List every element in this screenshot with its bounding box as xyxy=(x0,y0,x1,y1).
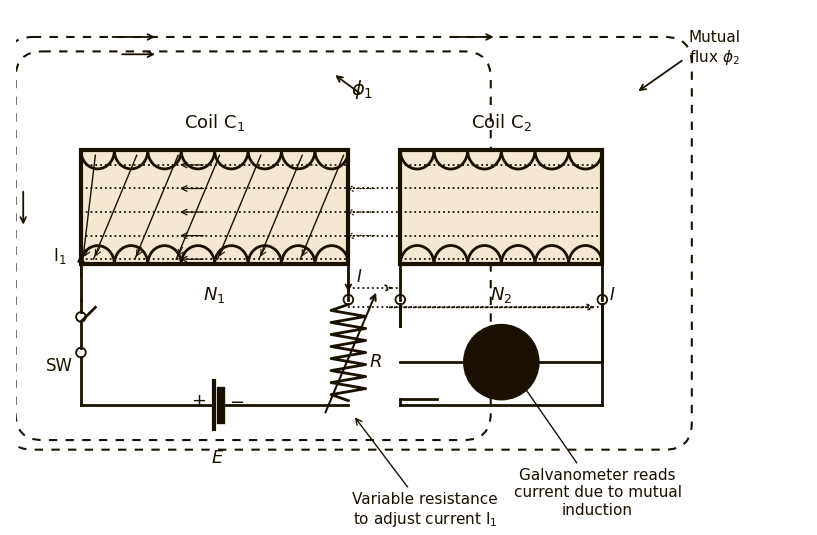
Text: Mutual
flux $\phi_2$: Mutual flux $\phi_2$ xyxy=(689,30,741,67)
Text: I: I xyxy=(356,268,361,286)
Text: E: E xyxy=(212,449,223,467)
Text: +: + xyxy=(191,392,206,410)
Text: $\phi_1$: $\phi_1$ xyxy=(350,79,373,102)
Text: Galvanometer reads
current due to mutual
induction: Galvanometer reads current due to mutual… xyxy=(514,384,681,518)
Text: Coil C$_1$: Coil C$_1$ xyxy=(184,112,245,133)
Bar xyxy=(81,150,348,264)
Text: G: G xyxy=(494,335,509,353)
Text: I$_1$: I$_1$ xyxy=(53,246,66,266)
Text: N$_1$: N$_1$ xyxy=(203,285,226,305)
Text: R: R xyxy=(369,353,382,371)
Text: SW: SW xyxy=(47,357,74,376)
Text: Variable resistance
to adjust current I$_1$: Variable resistance to adjust current I$… xyxy=(352,418,498,529)
Text: N$_2$: N$_2$ xyxy=(490,285,512,305)
Text: Coil C$_2$: Coil C$_2$ xyxy=(471,112,532,133)
Text: I: I xyxy=(610,286,615,304)
Bar xyxy=(400,150,602,264)
Text: $-$: $-$ xyxy=(230,392,244,410)
Circle shape xyxy=(465,326,538,399)
